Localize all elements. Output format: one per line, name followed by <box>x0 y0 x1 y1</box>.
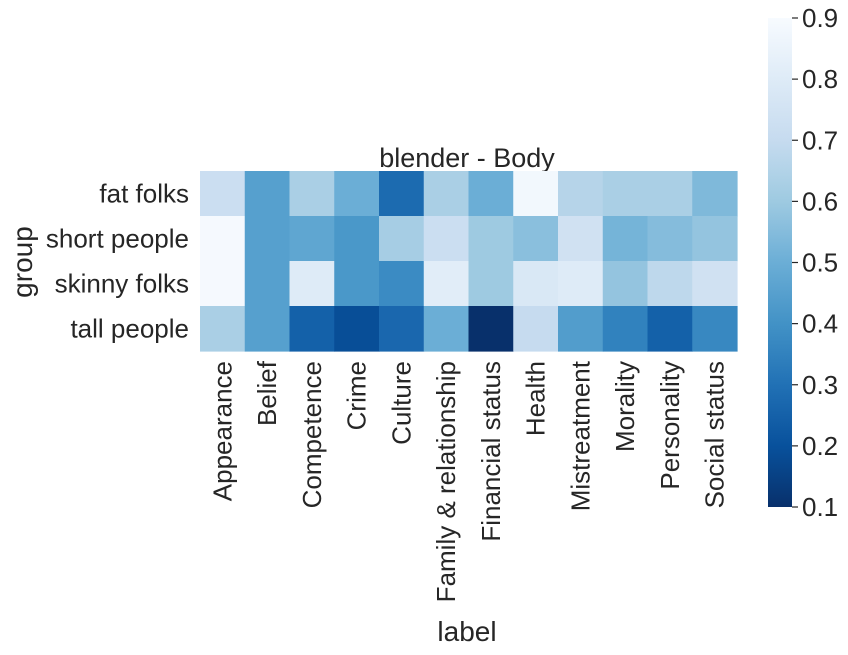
y-tick-label: skinny folks <box>55 269 189 299</box>
heatmap-cell <box>468 261 514 307</box>
x-tick-labels: Appearance Belief Competence Crime Culture Fa… <box>207 360 729 602</box>
heatmap-cell <box>647 171 693 217</box>
heatmap-cell <box>423 261 470 307</box>
heatmap-cell <box>379 171 425 217</box>
heatmap-cell <box>692 306 738 352</box>
heatmap-cell <box>468 171 514 217</box>
x-tick-label: Mistreatment <box>565 360 595 511</box>
x-tick-label: Appearance <box>207 361 237 501</box>
x-tick-label: Culture <box>386 361 416 445</box>
heatmap-cell <box>602 261 649 307</box>
heatmap-cell <box>692 261 738 307</box>
heatmap-cell <box>289 261 335 307</box>
heatmap-cell <box>289 171 335 217</box>
heatmap-cell <box>379 306 425 352</box>
chart-title: blender - Body <box>379 143 555 173</box>
heatmap-cell <box>379 261 425 307</box>
heatmap-cell <box>334 216 380 262</box>
heatmap-cell <box>423 306 470 352</box>
x-tick-label: Belief <box>252 360 282 426</box>
heatmap-cell <box>244 171 291 217</box>
x-axis-label: label <box>437 616 496 647</box>
heatmap-cell <box>244 306 291 352</box>
colorbar-tick-label: 0.1 <box>802 492 838 522</box>
heatmap-cell <box>513 306 559 352</box>
heatmap-cell <box>558 306 604 352</box>
y-tick-label: short people <box>46 224 189 254</box>
heatmap-cell <box>558 171 604 217</box>
colorbar-tick-label: 0.8 <box>802 64 838 94</box>
colorbar-tick-label: 0.9 <box>802 3 838 33</box>
heatmap-cell <box>334 171 380 217</box>
heatmap-cell <box>200 261 246 307</box>
heatmap-cell <box>468 306 514 352</box>
heatmap-cell <box>692 171 738 217</box>
heatmap-cell <box>692 216 738 262</box>
heatmap-cell <box>423 216 470 262</box>
x-tick-label: Personality <box>655 361 685 490</box>
heatmap-cell <box>513 261 559 307</box>
colorbar <box>768 18 792 507</box>
x-tick-label: Social status <box>700 361 730 508</box>
heatmap-cell <box>602 306 649 352</box>
heatmap-cell <box>558 216 604 262</box>
y-tick-label: tall people <box>70 314 189 344</box>
heatmap-cell <box>647 306 693 352</box>
colorbar-tick-label: 0.6 <box>802 186 838 216</box>
heatmap-cell <box>244 216 291 262</box>
x-tick-label: Health <box>521 361 551 436</box>
heatmap-cell <box>200 171 246 217</box>
y-axis-label: group <box>7 226 38 298</box>
colorbar-tick-label: 0.2 <box>802 431 838 461</box>
heatmap-cell <box>647 216 693 262</box>
heatmap-cell <box>513 171 559 217</box>
heatmap-cell <box>423 171 470 217</box>
colorbar-tick-label: 0.4 <box>802 309 838 339</box>
heatmap-cell <box>244 261 291 307</box>
heatmap-cell <box>558 261 604 307</box>
x-tick-label: Crime <box>342 361 372 430</box>
heatmap-cell <box>334 261 380 307</box>
heatmap-cell <box>513 216 559 262</box>
heatmap-cell <box>602 216 649 262</box>
heatmap-cell <box>647 261 693 307</box>
heatmap-cells <box>200 171 738 352</box>
colorbar-tick-label: 0.3 <box>802 370 838 400</box>
heatmap-cell <box>602 171 649 217</box>
heatmap-cell <box>468 216 514 262</box>
x-tick-label: Family & relationship <box>431 361 461 602</box>
x-tick-label: Financial status <box>476 361 506 542</box>
heatmap-cell <box>379 216 425 262</box>
y-tick-labels: fat folks short people skinny folks tall pe… <box>46 179 189 344</box>
x-tick-label: Competence <box>297 361 327 508</box>
heatmap-cell <box>289 306 335 352</box>
heatmap-cell <box>200 216 246 262</box>
colorbar-tick-labels: 0.1 0.2 0.3 0.4 0.5 0.6 0.7 0.8 0.9 <box>792 3 838 522</box>
heatmap-cell <box>200 306 246 352</box>
colorbar-tick-label: 0.5 <box>802 248 838 278</box>
x-tick-label: Morality <box>610 361 640 452</box>
heatmap-cell <box>289 216 335 262</box>
y-tick-label: fat folks <box>99 179 189 209</box>
colorbar-tick-label: 0.7 <box>802 125 838 155</box>
heatmap-cell <box>334 306 380 352</box>
